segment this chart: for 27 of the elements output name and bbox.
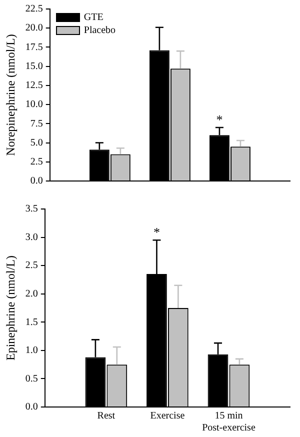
y-tick-label: 10.0 [25,99,43,110]
y-tick-label: 12.5 [25,80,43,92]
y-tick-label: 15.0 [25,60,43,72]
y-tick-label: 1.0 [25,345,38,356]
legend-label: GTE [84,12,104,23]
y-tick-label: 17.5 [25,42,43,53]
legend-label: Placebo [84,25,116,36]
y-tick-label: 2.0 [25,288,38,300]
y-tick-label: 22.5 [25,4,43,15]
y-tick-label: 1.5 [25,316,38,328]
y-tick-label: 20.0 [25,22,43,34]
annotation: * [153,224,160,240]
annotation: * [216,112,223,127]
y-tick-label: 0.5 [25,373,38,384]
y-axis-title: Epinephrine (nmol/L) [3,256,18,360]
x-tick-label: Rest [97,410,116,422]
y-tick-label: 0.0 [30,176,43,187]
y-tick-label: 2.5 [30,156,43,168]
y-tick-label: 3.0 [25,232,38,243]
x-tick-label: Exercise [150,410,186,422]
y-tick-label: 7.5 [30,118,43,130]
y-axis-title: Norepinephrine (nmol/L) [3,34,18,156]
x-tick-label: 15 min Post-exercise [202,410,256,434]
y-tick-label: 0.0 [25,402,38,413]
y-tick-label: 3.5 [25,204,38,215]
y-tick-label: 5.0 [30,137,43,148]
y-tick-label: 2.5 [25,260,38,272]
